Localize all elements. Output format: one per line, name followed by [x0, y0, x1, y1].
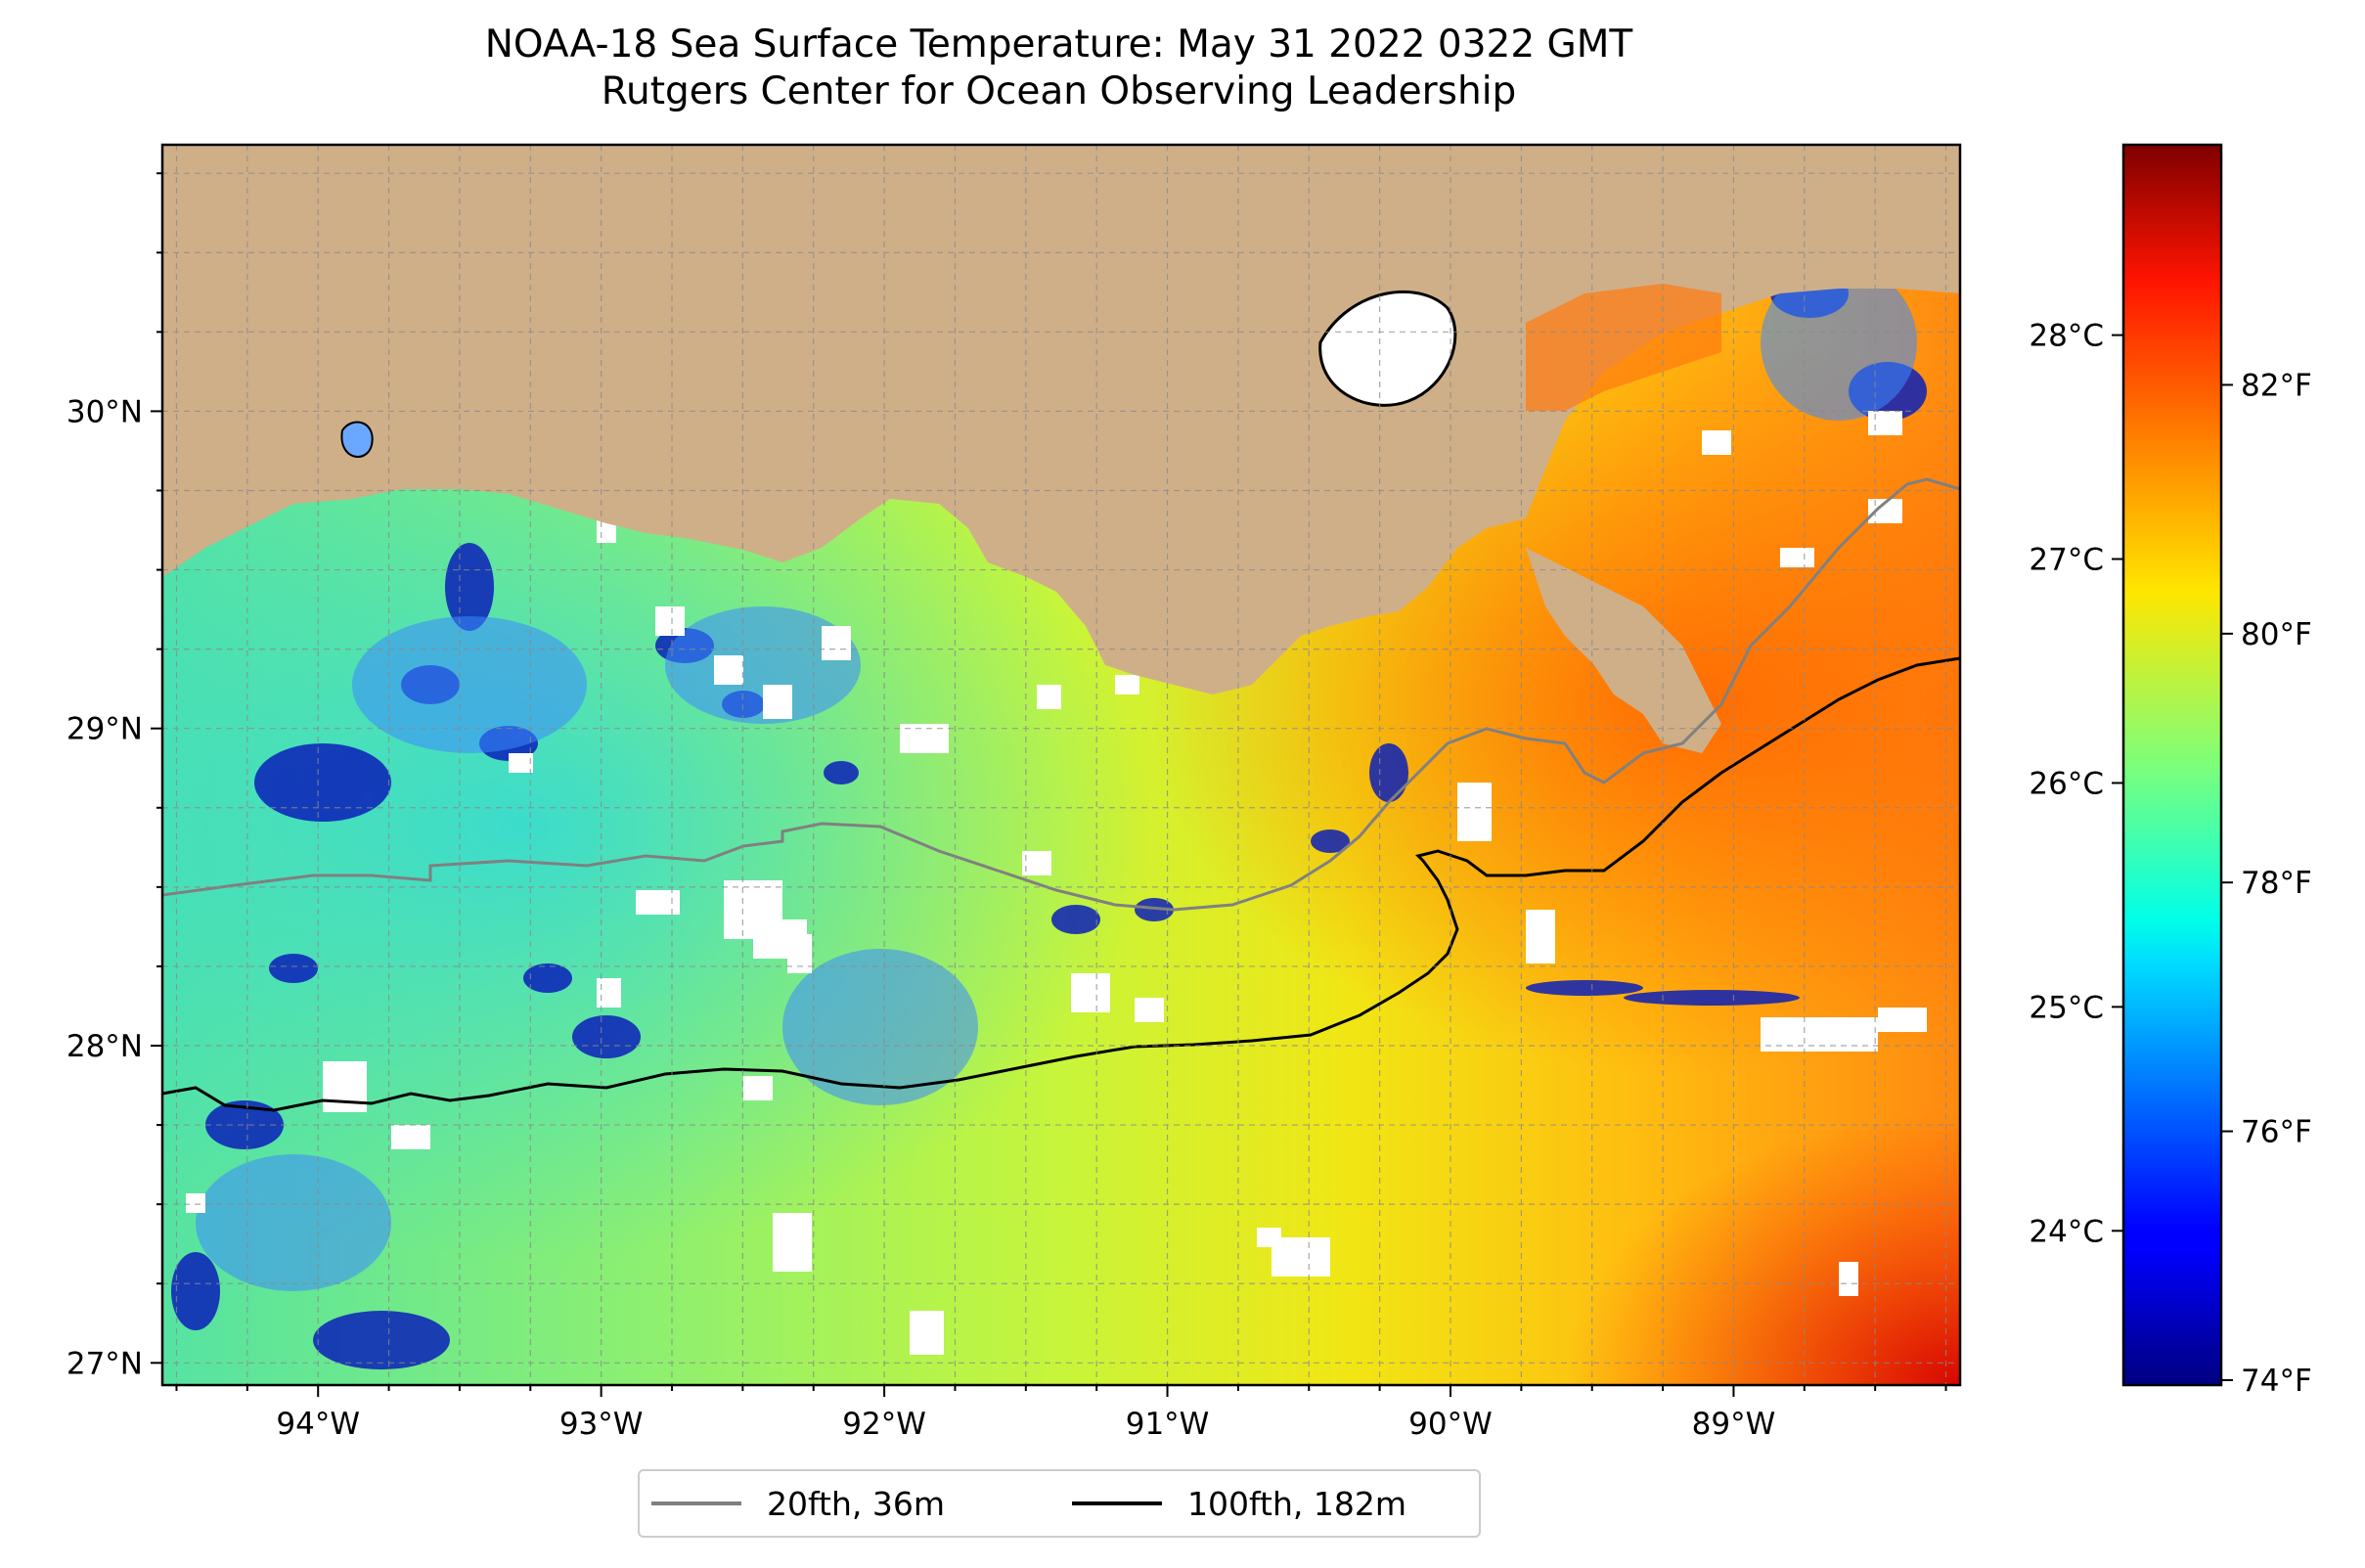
celsius-tick-label: 24°C [2029, 1214, 2104, 1249]
graticule [162, 145, 1960, 1385]
isobath-100fth [162, 656, 1960, 1112]
lon-tick-label: 94°W [276, 1407, 360, 1442]
isobath-20fth [162, 477, 1960, 912]
lat-tick-label: 30°N [67, 394, 143, 429]
delta-land [1526, 548, 1721, 753]
map-axis-ticks: 94°W 93°W 92°W 91°W 90°W 89°W 27°N 28°N 29°N 30°N [67, 172, 1947, 1442]
legend-item-100fth: 100fth, 182m [1072, 1471, 1406, 1536]
cool-patches [196, 264, 1917, 1291]
colorbar-ticks: 74°F 76°F 78°F 80°F 82°F 24°C 25°C 26°C 27°C 28°C [2029, 319, 2311, 1399]
missing-data-patches [186, 411, 1927, 1355]
legend-swatch-20fth [651, 1501, 741, 1505]
celsius-tick-label: 26°C [2029, 766, 2104, 801]
fahrenheit-tick-label: 76°F [2241, 1115, 2312, 1150]
map-area [162, 145, 1960, 1385]
map-frame [160, 143, 1962, 1387]
legend-item-20fth: 20fth, 36m [651, 1471, 945, 1536]
legend-label-20fth: 20fth, 36m [767, 1484, 945, 1523]
lon-tick-label: 89°W [1692, 1407, 1776, 1442]
lake-pontchartrain [1318, 290, 1457, 407]
land-area [162, 145, 1960, 694]
lon-tick-label: 93°W [559, 1407, 644, 1442]
chart-title: NOAA-18 Sea Surface Temperature: May 31 … [156, 22, 1961, 115]
fahrenheit-tick-label: 80°F [2241, 617, 2312, 652]
title-line-2: Rutgers Center for Ocean Observing Leade… [601, 69, 1517, 113]
legend-swatch-100fth [1072, 1501, 1162, 1505]
lon-tick-label: 91°W [1126, 1407, 1210, 1442]
lat-tick-label: 27°N [67, 1346, 143, 1381]
celsius-tick-label: 25°C [2029, 990, 2104, 1025]
legend-label-100fth: 100fth, 182m [1187, 1484, 1406, 1523]
sabine-lake [340, 421, 374, 458]
celsius-tick-label: 27°C [2029, 543, 2104, 578]
fahrenheit-tick-label: 82°F [2241, 368, 2312, 403]
fahrenheit-tick-label: 78°F [2241, 866, 2312, 901]
lat-tick-label: 28°N [67, 1029, 143, 1064]
lon-tick-label: 90°W [1408, 1407, 1493, 1442]
lon-tick-label: 92°W [842, 1407, 926, 1442]
isobath-legend: 20fth, 36m 100fth, 182m [638, 1469, 1481, 1538]
colorbar [2121, 143, 2223, 1387]
title-line-1: NOAA-18 Sea Surface Temperature: May 31 … [484, 22, 1633, 67]
warm-estuary-band [1526, 284, 1721, 411]
fahrenheit-tick-label: 74°F [2241, 1364, 2312, 1399]
celsius-tick-label: 28°C [2029, 319, 2104, 354]
lat-tick-label: 29°N [67, 712, 143, 747]
